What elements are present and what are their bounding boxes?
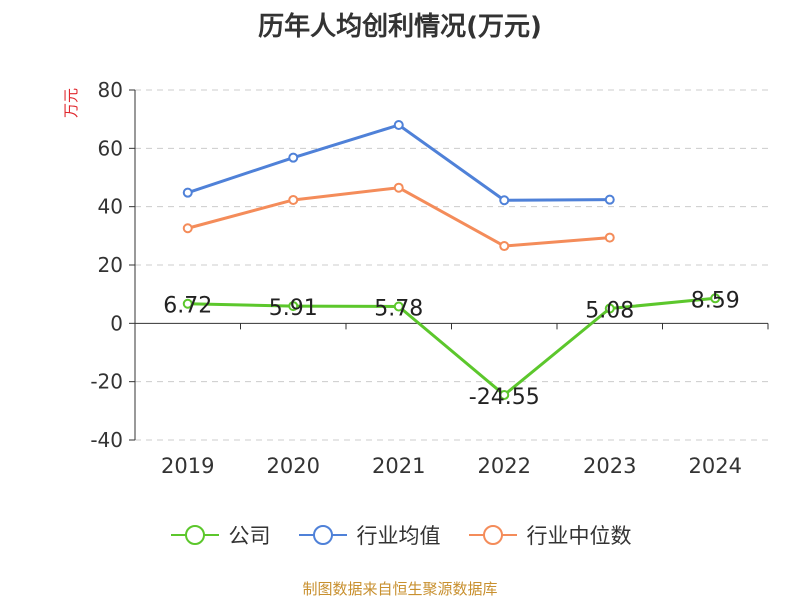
data-point <box>499 241 510 252</box>
data-point <box>393 120 404 130</box>
data-point <box>393 182 404 193</box>
x-tick-label: 2019 <box>161 454 214 478</box>
x-tick-label: 2022 <box>478 454 531 478</box>
x-tick-label: 2020 <box>267 454 320 478</box>
data-point <box>288 194 299 205</box>
y-tick-label: -40 <box>90 428 123 452</box>
data-label: 8.59 <box>691 288 740 313</box>
data-point <box>604 194 615 205</box>
data-point <box>604 232 615 243</box>
x-tick-label: 2021 <box>372 454 425 478</box>
data-label: 5.78 <box>374 296 423 321</box>
y-tick-label: 20 <box>98 253 123 277</box>
data-point <box>288 301 299 312</box>
data-point <box>288 152 299 163</box>
legend-label-industry-average: 行业均值 <box>356 524 441 548</box>
series-line <box>187 296 716 397</box>
data-label: 5.91 <box>269 296 318 321</box>
legend-label-company: 公司 <box>228 524 271 548</box>
data-point <box>604 303 615 314</box>
data-label: -24.55 <box>469 385 540 410</box>
data-point <box>393 301 404 312</box>
data-point <box>499 389 510 400</box>
legend-marker-industry-median <box>468 525 517 545</box>
data-point <box>182 223 193 234</box>
legend-marker-company <box>170 525 219 545</box>
data-point <box>182 187 193 198</box>
data-point <box>499 195 510 206</box>
series-line <box>187 186 610 248</box>
y-tick-label: 40 <box>98 195 123 219</box>
legend-item-company[interactable]: 公司 <box>169 520 271 550</box>
legend: 公司 行业均值 行业中位数 <box>0 520 800 550</box>
data-label: 5.08 <box>585 299 634 324</box>
y-tick-label: 80 <box>98 78 123 102</box>
legend-item-industry-median[interactable]: 行业中位数 <box>467 520 632 550</box>
y-tick-label: -20 <box>90 370 123 394</box>
x-tick-label: 2024 <box>689 454 742 478</box>
legend-label-industry-median: 行业中位数 <box>526 524 632 548</box>
y-tick-label: 60 <box>98 136 123 160</box>
data-source-note: 制图数据来自恒生聚源数据库 <box>302 580 498 598</box>
data-point <box>710 293 721 304</box>
y-tick-label: 0 <box>110 311 123 335</box>
data-label: 6.72 <box>163 294 212 319</box>
legend-item-industry-average[interactable]: 行业均值 <box>297 520 441 550</box>
data-point <box>182 298 193 309</box>
x-tick-label: 2023 <box>583 454 636 478</box>
chart-title: 历年人均创利情况(万元) <box>258 12 542 42</box>
legend-marker-industry-average <box>298 525 347 545</box>
